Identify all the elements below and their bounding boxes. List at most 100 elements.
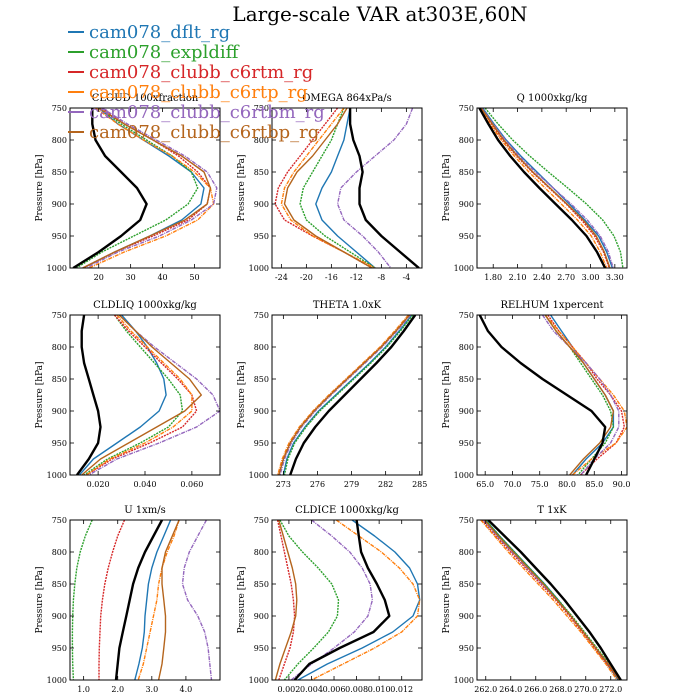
x-tick-label: 20	[94, 273, 104, 282]
series-group	[277, 315, 417, 475]
x-tick-label: 2.40	[533, 273, 551, 282]
series-line-1	[299, 108, 376, 268]
y-tick-label: 800	[254, 548, 269, 557]
y-tick-label: 950	[52, 232, 67, 241]
x-tick-label: 2.0	[111, 685, 124, 694]
x-tick-label: 270.0	[574, 685, 597, 694]
series-line-4	[279, 315, 412, 475]
series-line-5	[157, 520, 180, 680]
x-tick-label: 0.006	[323, 685, 346, 694]
series-line-5	[483, 520, 621, 680]
y-axis-label: Pressure [hPa]	[442, 361, 452, 428]
x-tick-label: 2.70	[557, 273, 575, 282]
y-tick-label: 950	[52, 439, 67, 448]
x-tick-label: 0.002	[277, 685, 300, 694]
x-tick-label: 4.0	[180, 685, 193, 694]
legend-label: cam078_dflt_rg	[89, 22, 230, 43]
panel-1: OMEGA 864xPa/s Pressure [hPa] -24 -20 -16 -12…	[237, 93, 423, 282]
y-tick-label: 850	[52, 580, 67, 589]
x-tick-label: 3.00	[582, 273, 600, 282]
series-line-5	[274, 520, 298, 680]
series-line-0	[78, 315, 167, 475]
series-line-1	[484, 108, 624, 268]
y-tick-label: 900	[459, 612, 474, 621]
y-tick-label: 850	[52, 168, 67, 177]
x-tick-label: 65.0	[476, 480, 494, 489]
series-line-obs	[478, 108, 607, 268]
legend-label: cam078_clubb_c6rtm_rg	[89, 62, 313, 83]
panel-title: U 1xm/s	[124, 505, 166, 516]
series-line-obs	[487, 520, 622, 680]
panel-title: CLDICE 1000xkg/kg	[295, 505, 399, 516]
legend: cam078_dflt_rgcam078_expldiffcam078_club…	[68, 22, 325, 143]
series-line-0	[550, 315, 615, 475]
x-tick-label: 1.80	[484, 273, 502, 282]
y-tick-label: 950	[459, 439, 474, 448]
panel-2: Q 1000xkg/kg Pressure [hPa] 1.80 2.10 2.40 2.…	[442, 93, 628, 282]
series-group	[72, 108, 218, 268]
series-line-obs	[289, 315, 417, 475]
x-tick-label: 3.30	[606, 273, 624, 282]
x-tick-label: 50	[189, 273, 199, 282]
series-line-obs	[72, 108, 148, 268]
x-tick-label: -24	[275, 273, 288, 282]
series-group	[76, 315, 220, 475]
y-tick-label: 1000	[47, 471, 67, 480]
y-tick-label: 850	[254, 375, 269, 384]
y-tick-label: 850	[254, 580, 269, 589]
plot-frame	[476, 314, 628, 476]
y-tick-label: 800	[52, 136, 67, 145]
plot-frame	[271, 314, 423, 476]
y-tick-label: 850	[254, 168, 269, 177]
x-tick-label: -8	[377, 273, 385, 282]
series-line-obs	[76, 315, 102, 475]
series-line-obs	[293, 520, 391, 680]
x-tick-label: 273	[276, 480, 291, 489]
y-tick-label: 850	[52, 375, 67, 384]
y-tick-label: 800	[52, 343, 67, 352]
series-line-0	[315, 108, 376, 268]
x-tick-label: 276	[310, 480, 325, 489]
y-axis-label: Pressure [hPa]	[35, 566, 45, 633]
panel-0: CLOUD 100xfraction Pressure [hPa] 20 30 40 50…	[35, 93, 221, 282]
y-tick-label: 850	[459, 580, 474, 589]
panel-title: THETA 1.0xK	[313, 300, 382, 311]
plot-frame	[69, 519, 221, 681]
y-axis-label: Pressure [hPa]	[35, 361, 45, 428]
y-tick-label: 900	[254, 200, 269, 209]
panel-title: RELHUM 1xpercent	[500, 300, 603, 311]
y-tick-label: 800	[459, 548, 474, 557]
y-tick-label: 1000	[454, 676, 474, 685]
y-tick-label: 800	[254, 136, 269, 145]
x-tick-label: 0.012	[390, 685, 413, 694]
series-line-3	[137, 520, 180, 680]
series-line-4	[88, 315, 220, 475]
x-tick-label: 75.0	[531, 480, 549, 489]
y-tick-label: 1000	[454, 264, 474, 273]
y-axis-label: Pressure [hPa]	[237, 361, 247, 428]
x-tick-label: -4	[402, 273, 410, 282]
panel-title: Q 1000xkg/kg	[517, 93, 588, 104]
series-line-3	[86, 315, 193, 475]
x-tick-label: 85.0	[585, 480, 603, 489]
series-line-5	[544, 315, 615, 475]
legend-label: cam078_clubb_c6rtbp_rg	[89, 122, 319, 143]
x-tick-label: 2.10	[509, 273, 527, 282]
y-tick-label: 800	[459, 136, 474, 145]
plot-frame	[271, 519, 423, 681]
series-line-3	[277, 315, 409, 475]
x-tick-label: 70.0	[504, 480, 522, 489]
y-tick-label: 850	[459, 375, 474, 384]
x-tick-label: 3.0	[145, 685, 158, 694]
series-line-2	[98, 520, 126, 680]
y-axis-label: Pressure [hPa]	[442, 566, 452, 633]
series-line-1	[71, 520, 93, 680]
y-axis-label: Pressure [hPa]	[237, 154, 247, 221]
series-line-3	[479, 108, 608, 268]
series-group	[274, 520, 421, 680]
x-tick-label: 0.008	[345, 685, 368, 694]
series-line-5	[283, 108, 373, 268]
plot-frame	[476, 519, 628, 681]
x-tick-label: 80.0	[558, 480, 576, 489]
